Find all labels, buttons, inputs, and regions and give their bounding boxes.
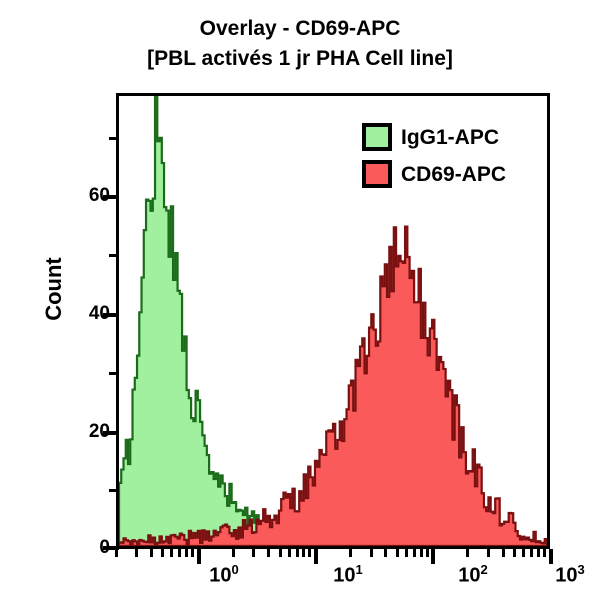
x-minor-tick-30 <box>369 549 373 557</box>
histogram-svg <box>119 96 547 546</box>
x-tick-label-100: 102 <box>458 562 488 587</box>
x-minor-tick-5 <box>278 549 282 557</box>
x-minor-tick-0.30000000000000004 <box>135 549 139 557</box>
legend-item-igg1[interactable]: IgG1-APC <box>362 120 506 154</box>
chart-title-line1: Overlay - CD69-APC <box>199 17 401 40</box>
x-minor-tick-60 <box>405 549 409 557</box>
x-minor-tick-800 <box>537 549 541 557</box>
x-tick-label-10: 101 <box>333 562 363 587</box>
legend-label-cd69: CD69-APC <box>401 162 507 186</box>
x-minor-tick-200 <box>466 549 470 557</box>
legend-item-cd69[interactable]: CD69-APC <box>362 157 506 191</box>
chart-title-line2: [PBL activés 1 jr PHA Cell line] <box>147 47 453 70</box>
x-minor-tick-0.5 <box>161 549 165 557</box>
y-axis-tick-labels: 60 40 20 0 <box>40 0 110 600</box>
x-minor-tick-7 <box>295 549 299 557</box>
x-minor-tick-500 <box>513 549 517 557</box>
y-tick-label-0: 0 <box>50 537 110 559</box>
x-minor-tick-0.6000000000000001 <box>170 549 174 557</box>
y-major-tick-20 <box>103 431 119 435</box>
y-minor-tick-50 <box>109 254 119 257</box>
y-major-tick-0 <box>103 546 119 550</box>
y-tick-label-40: 40 <box>88 303 110 324</box>
x-tick-label-1: 100 <box>209 562 239 587</box>
x-minor-tick-20 <box>349 549 353 557</box>
y-tick-label-20: 20 <box>88 421 110 442</box>
x-minor-tick-40 <box>384 549 388 557</box>
x-minor-tick-4 <box>267 549 271 557</box>
x-minor-tick-6 <box>287 549 291 557</box>
x-minor-tick-2 <box>231 549 235 557</box>
x-minor-tick-900 <box>543 549 547 557</box>
x-minor-tick-400 <box>501 549 505 557</box>
x-minor-tick-0.4 <box>149 549 153 557</box>
x-minor-tick-0.7000000000000001 <box>178 549 182 557</box>
x-minor-tick-80 <box>419 549 423 557</box>
legend-label-igg1: IgG1-APC <box>401 125 500 149</box>
x-tick-label-1000: 103 <box>555 562 585 587</box>
legend-swatch-igg1 <box>362 123 392 151</box>
chart-title: Overlay - CD69-APC [PBL activés 1 jr PHA… <box>0 14 600 74</box>
x-minor-tick-0.9 <box>191 549 195 557</box>
x-minor-tick-3 <box>252 549 256 557</box>
x-minor-tick-8 <box>302 549 306 557</box>
x-minor-tick-9 <box>308 549 312 557</box>
y-tick-label-60: 60 <box>88 185 110 206</box>
legend-swatch-cd69 <box>362 160 392 188</box>
x-major-tick-100 <box>431 549 436 564</box>
y-major-tick-60 <box>103 195 119 199</box>
x-minor-tick-90 <box>425 549 429 557</box>
x-minor-tick-300 <box>487 549 491 557</box>
histogram-canvas <box>119 96 547 546</box>
x-major-tick-1 <box>196 549 201 564</box>
x-minor-tick-700 <box>530 549 534 557</box>
plot-area <box>116 93 550 549</box>
x-minor-tick-0.2 <box>114 549 118 557</box>
x-minor-tick-50 <box>395 549 399 557</box>
legend: IgG1-APC CD69-APC <box>362 120 506 191</box>
x-minor-tick-70 <box>412 549 416 557</box>
y-minor-tick-70 <box>109 137 119 140</box>
y-major-tick-40 <box>103 313 119 317</box>
x-minor-tick-0.8 <box>185 549 189 557</box>
y-minor-tick-10 <box>109 489 119 492</box>
histogram-series-cd69 <box>119 227 547 546</box>
x-major-tick-10 <box>313 549 318 564</box>
x-major-tick-1000 <box>548 549 553 564</box>
x-minor-tick-600 <box>522 549 526 557</box>
y-minor-tick-30 <box>109 372 119 375</box>
